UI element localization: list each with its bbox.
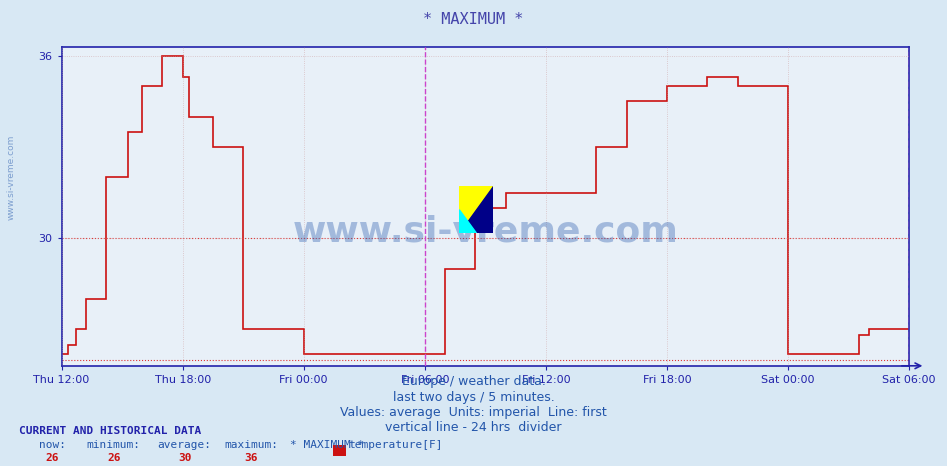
Text: minimum:: minimum: — [86, 440, 141, 450]
Text: www.si-vreme.com: www.si-vreme.com — [293, 215, 678, 249]
Text: * MAXIMUM *: * MAXIMUM * — [423, 12, 524, 27]
Polygon shape — [459, 210, 476, 233]
Text: 26: 26 — [45, 453, 59, 463]
Text: Europe / weather data.: Europe / weather data. — [402, 375, 545, 388]
Text: vertical line - 24 hrs  divider: vertical line - 24 hrs divider — [385, 421, 562, 434]
Text: temperature[F]: temperature[F] — [348, 440, 443, 450]
Text: 36: 36 — [244, 453, 258, 463]
Text: maximum:: maximum: — [223, 440, 278, 450]
Polygon shape — [459, 186, 493, 233]
Text: * MAXIMUM *: * MAXIMUM * — [290, 440, 364, 450]
Text: www.si-vreme.com: www.si-vreme.com — [7, 134, 16, 220]
Text: CURRENT AND HISTORICAL DATA: CURRENT AND HISTORICAL DATA — [19, 426, 201, 436]
Text: now:: now: — [39, 440, 65, 450]
Polygon shape — [459, 186, 493, 233]
Text: Values: average  Units: imperial  Line: first: Values: average Units: imperial Line: fi… — [340, 406, 607, 419]
Text: 26: 26 — [107, 453, 120, 463]
Text: average:: average: — [157, 440, 212, 450]
Text: last two days / 5 minutes.: last two days / 5 minutes. — [393, 391, 554, 404]
Text: 30: 30 — [178, 453, 191, 463]
